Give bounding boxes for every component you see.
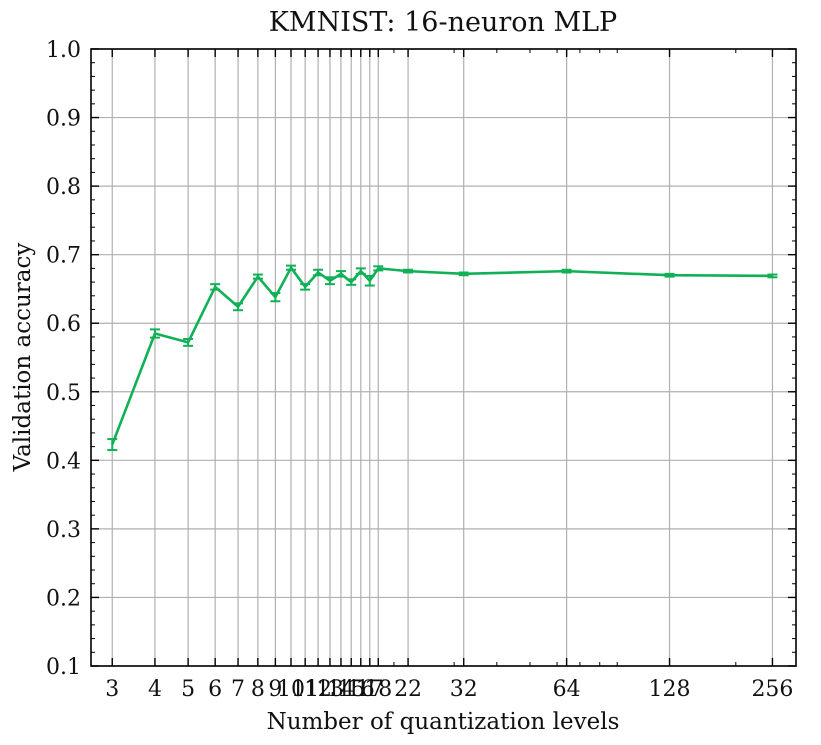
y-tick-label: 0.4 bbox=[46, 449, 81, 474]
y-tick-label: 0.9 bbox=[46, 107, 81, 132]
x-tick-label: 11 bbox=[291, 677, 319, 702]
y-tick-label: 0.7 bbox=[46, 244, 81, 269]
x-tick-label: 14 bbox=[327, 677, 355, 702]
data-point bbox=[252, 273, 263, 280]
x-tick-label: 5 bbox=[181, 677, 195, 702]
data-point bbox=[355, 267, 366, 275]
axis-ticks bbox=[91, 48, 797, 667]
x-tick-label: 13 bbox=[316, 677, 344, 702]
y-axis-label: Validation accuracy bbox=[10, 243, 36, 473]
x-tick-label: 64 bbox=[553, 677, 581, 702]
x-tick-label: 15 bbox=[337, 677, 365, 702]
y-tick-label: 0.6 bbox=[46, 312, 81, 337]
x-tick-label: 8 bbox=[251, 677, 265, 702]
data-series bbox=[107, 264, 778, 452]
x-tick-label: 7 bbox=[231, 677, 245, 702]
data-point bbox=[183, 337, 194, 347]
y-tick-label: 1.0 bbox=[46, 38, 81, 63]
y-tick-label: 0.1 bbox=[46, 655, 81, 680]
y-tick-label: 0.5 bbox=[46, 381, 81, 406]
x-tick-label: 17 bbox=[356, 677, 384, 702]
x-tick-label: 256 bbox=[751, 677, 793, 702]
x-tick-label: 9 bbox=[268, 677, 282, 702]
y-tick-label: 0.8 bbox=[46, 175, 81, 200]
x-tick-label: 12 bbox=[304, 677, 332, 702]
tick-labels: 0.10.20.30.40.50.60.70.80.91.03 4 5 6 7 8 9101… bbox=[46, 38, 793, 702]
data-point bbox=[313, 268, 324, 277]
data-point bbox=[270, 292, 281, 303]
data-point bbox=[149, 328, 160, 339]
x-tick-label: 16 bbox=[347, 677, 375, 702]
data-point bbox=[364, 274, 375, 287]
data-point bbox=[346, 278, 357, 286]
plot-frame bbox=[90, 48, 797, 667]
data-point bbox=[210, 283, 221, 291]
data-point bbox=[300, 283, 311, 291]
data-point bbox=[664, 272, 675, 278]
x-tick-label: 10 bbox=[277, 677, 305, 702]
data-point bbox=[324, 276, 335, 286]
data-point bbox=[373, 265, 384, 272]
data-point bbox=[767, 273, 778, 279]
x-tick-label: 6 bbox=[208, 677, 222, 702]
y-tick-label: 0.2 bbox=[46, 586, 81, 611]
data-point bbox=[403, 268, 414, 274]
x-tick-label: 32 bbox=[450, 677, 478, 702]
x-tick-label: 22 bbox=[394, 677, 422, 702]
data-point bbox=[286, 264, 297, 271]
data-point bbox=[107, 438, 118, 452]
x-tick-label: 4 bbox=[148, 677, 162, 702]
x-axis-label: Number of quantization levels bbox=[267, 709, 620, 735]
x-tick-label: 3 bbox=[105, 677, 119, 702]
data-point bbox=[561, 268, 572, 274]
x-tick-label: 18 bbox=[364, 677, 392, 702]
y-tick-label: 0.3 bbox=[46, 518, 81, 543]
data-point bbox=[233, 302, 244, 312]
series-line bbox=[111, 266, 773, 446]
data-point bbox=[335, 270, 346, 278]
x-tick-label: 128 bbox=[649, 677, 691, 702]
grid bbox=[91, 48, 796, 667]
chart-title: KMNIST: 16-neuron MLP bbox=[269, 7, 617, 38]
data-point bbox=[458, 271, 469, 277]
